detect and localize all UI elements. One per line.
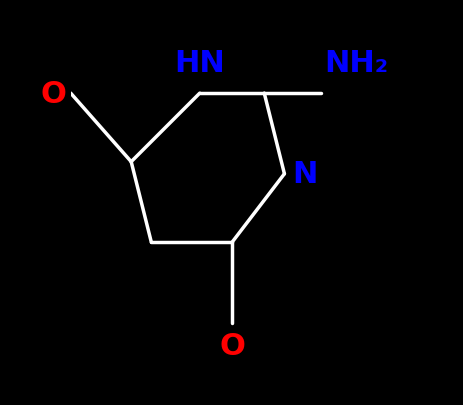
Text: O: O [41,79,67,109]
Text: NH₂: NH₂ [324,49,388,78]
Text: N: N [292,160,317,189]
Text: O: O [219,331,244,360]
Text: HN: HN [174,49,225,78]
